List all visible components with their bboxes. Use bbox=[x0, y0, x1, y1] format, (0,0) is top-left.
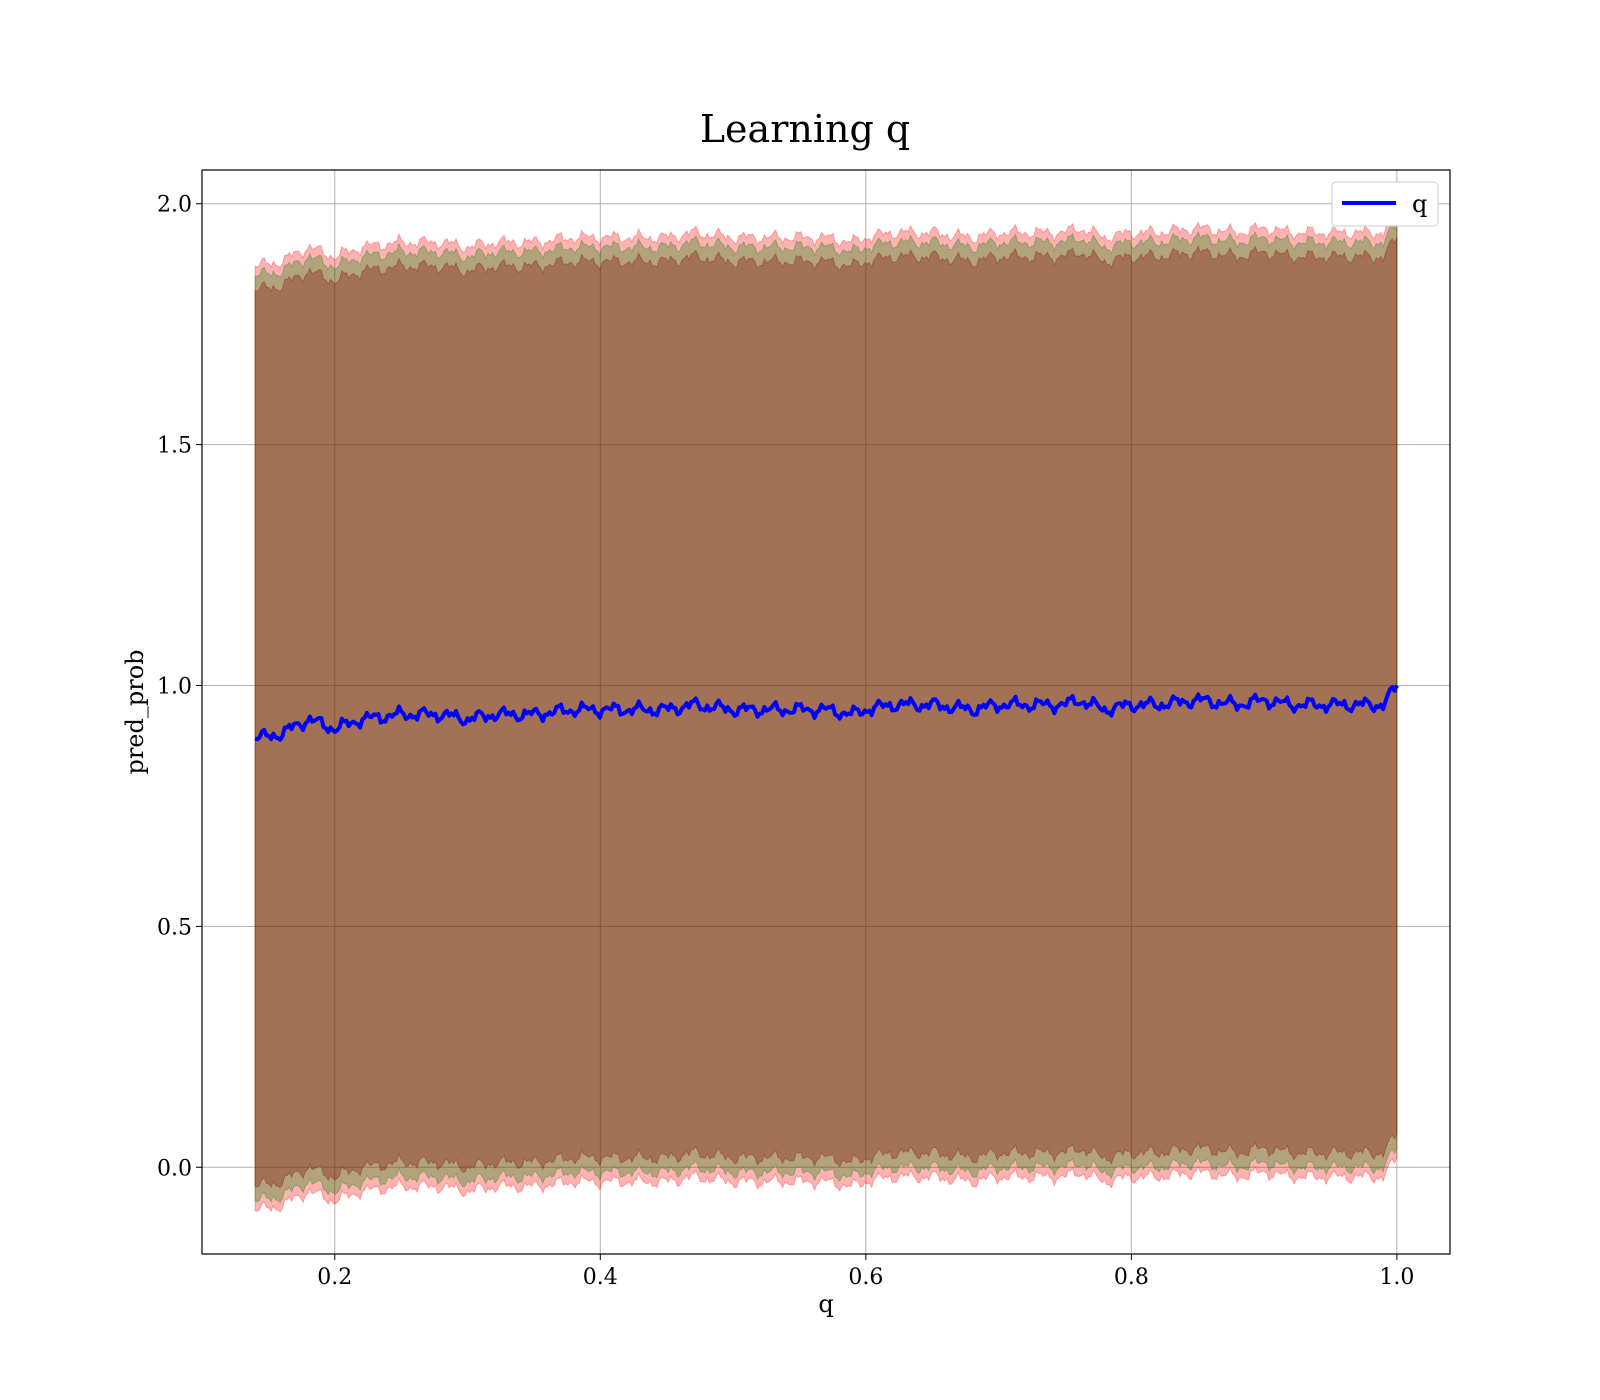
x-tick-label: 0.6 bbox=[848, 1265, 883, 1290]
y-tick-label: 0.5 bbox=[157, 915, 192, 940]
series-lines bbox=[254, 684, 1399, 742]
legend-label: q bbox=[1412, 190, 1427, 218]
y-tick-label: 1.0 bbox=[157, 675, 192, 700]
x-axis-label: q bbox=[818, 1290, 833, 1318]
y-tick-label: 1.5 bbox=[157, 434, 192, 459]
plot-frame bbox=[201, 169, 1451, 1255]
y-tick-label: 0.0 bbox=[157, 1156, 192, 1181]
x-tick-label: 1.0 bbox=[1379, 1265, 1414, 1290]
confidence-bands bbox=[254, 213, 1398, 1213]
y-tick-label: 2.0 bbox=[157, 193, 192, 218]
x-tick-label: 0.4 bbox=[583, 1265, 618, 1290]
x-tick-label: 0.8 bbox=[1114, 1265, 1149, 1290]
legend: q bbox=[1331, 181, 1439, 227]
y-axis-label: pred_prob bbox=[121, 649, 149, 774]
chart-title: Learning q bbox=[700, 107, 910, 151]
x-tick-label: 0.2 bbox=[317, 1265, 352, 1290]
confidence-band-1 bbox=[254, 213, 1398, 1213]
tick-labels: 0.2 0.4 0.6 0.8 1.0 0.0 0.5 1.0 1.5 2.0 bbox=[157, 193, 1414, 1290]
confidence-band-3 bbox=[254, 237, 1398, 1189]
series-line-q bbox=[254, 684, 1399, 742]
confidence-band-2 bbox=[254, 222, 1398, 1203]
grid bbox=[202, 170, 1450, 1254]
